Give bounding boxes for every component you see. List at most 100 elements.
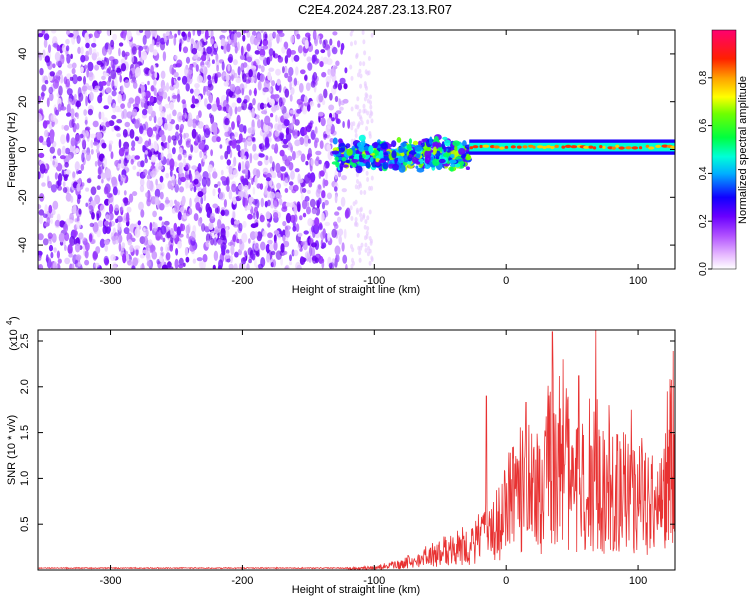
spectrogram-noise-cell xyxy=(289,254,292,262)
spectrogram-noise-cell xyxy=(86,131,90,142)
spectrogram-noise-cell xyxy=(363,190,367,195)
spectrogram-noise-cell xyxy=(338,235,343,245)
spectrogram-noise-cell xyxy=(78,208,82,215)
spectrogram-noise-cell xyxy=(299,256,306,265)
spectrogram-noise-cell xyxy=(218,259,224,269)
spectrogram-noise-cell xyxy=(181,31,186,37)
spectrogram-noise-cell xyxy=(97,220,104,227)
spectrogram-noise-cell xyxy=(290,50,296,55)
spectrogram-noise-cell xyxy=(83,109,88,116)
spectrogram-noise-cell xyxy=(274,143,279,154)
spectrogram-noise-cell xyxy=(54,172,59,180)
spectrogram-noise-cell xyxy=(361,30,365,35)
spectrogram-noise-cell xyxy=(134,136,139,142)
spectrogram-noise-cell xyxy=(151,251,158,260)
spectrogram-noise-cell xyxy=(90,186,97,196)
spectrogram-noise-cell xyxy=(228,165,233,175)
spectrogram-noise-cell xyxy=(89,222,95,228)
spectrogram-noise-cell xyxy=(111,126,115,132)
spectrogram-noise-cell xyxy=(254,50,261,55)
spectrogram-noise-cell xyxy=(231,183,237,193)
spectrogram-noise-cell xyxy=(345,263,348,269)
spectrogram-noise-cell xyxy=(343,83,348,90)
spectrogram-noise-cell xyxy=(131,108,138,117)
spectrogram-noise-cell xyxy=(332,31,338,36)
spectrogram-noise-cell xyxy=(323,88,328,99)
spectrogram-noise-cell xyxy=(174,258,179,269)
spectrogram-noise-cell xyxy=(88,47,93,56)
spectrogram-noise-cell xyxy=(135,67,141,77)
spectrogram-noise-cell xyxy=(366,177,370,182)
spectrogram-noise-cell xyxy=(326,192,332,200)
spectrogram-noise-cell xyxy=(358,68,362,74)
spectrogram-noise-cell xyxy=(308,237,314,244)
spectrogram-noise-cell xyxy=(289,202,295,208)
spectrogram-noise-cell xyxy=(245,79,251,84)
spectrogram-noise-cell xyxy=(248,197,253,207)
spectrogram-noise-cell xyxy=(108,142,112,152)
spectrogram-noise-cell xyxy=(310,80,316,88)
spectrogram-noise-cell xyxy=(115,218,119,224)
spectrogram-noise-cell xyxy=(284,188,289,193)
spectrogram-noise-cell xyxy=(193,185,197,193)
spectrogram-noise-cell xyxy=(196,40,203,52)
spectrogram-noise-cell xyxy=(318,197,322,205)
spectrogram-noise-cell xyxy=(102,157,108,168)
spectrogram-noise-cell xyxy=(231,74,234,82)
spectrogram-peak-cell xyxy=(602,145,606,149)
spectrogram-noise-cell xyxy=(366,70,370,76)
spectrogram-noise-cell xyxy=(329,112,333,119)
spectrogram-noise-cell xyxy=(311,208,318,215)
spectrogram-noise-cell xyxy=(347,119,351,129)
spectrogram-noise-cell xyxy=(262,87,269,93)
spectrogram-noise-cell xyxy=(227,63,231,72)
spectrogram-noise-cell xyxy=(61,164,66,170)
spectrogram-noise-cell xyxy=(365,93,369,99)
spectrogram-noise-cell xyxy=(273,234,277,243)
spectrogram-peak-cell xyxy=(469,146,474,150)
spectrogram-noise-cell xyxy=(90,139,94,149)
spectrogram-noise-cell xyxy=(176,226,182,236)
spectrogram-noise-cell xyxy=(123,227,130,235)
spectrogram-noise-cell xyxy=(324,199,329,206)
spectrogram-noise-cell xyxy=(350,75,354,81)
spectrogram-noise-cell xyxy=(272,31,277,38)
spectrogram-noise-cell xyxy=(191,165,198,170)
spectrogram-noise-cell xyxy=(70,137,76,147)
spectrogram-noise-cell xyxy=(340,42,345,51)
spectrogram-noise-cell xyxy=(139,30,144,33)
spectrogram-noise-cell xyxy=(326,81,330,88)
spectrogram-noise-cell xyxy=(231,139,237,149)
spectrogram-noise-cell xyxy=(129,129,135,139)
spectrogram-noise-cell xyxy=(122,108,128,119)
spectrogram-noise-cell xyxy=(208,224,214,231)
spectrogram-noise-cell xyxy=(354,199,358,205)
spectrogram-noise-cell xyxy=(224,150,229,160)
spectrogram-noise-cell xyxy=(173,36,177,46)
spectrogram-noise-cell xyxy=(312,230,316,238)
spectrogram-noise-cell xyxy=(178,147,183,156)
spectrogram-noise-cell xyxy=(214,183,218,188)
spectrogram-noise-cell xyxy=(63,124,70,131)
spectrogram-noise-cell xyxy=(45,254,49,263)
spectrogram-noise-cell xyxy=(253,206,258,213)
spectrogram-noise-cell xyxy=(167,147,171,155)
spectrogram-noise-cell xyxy=(275,162,281,174)
spectrogram-noise-cell xyxy=(304,251,310,259)
spectrogram-noise-cell xyxy=(145,192,149,198)
spectrogram-noise-cell xyxy=(288,261,293,266)
spectrogram-noise-cell xyxy=(189,197,192,208)
spectrogram-noise-cell xyxy=(69,235,76,247)
spectrogram-noise-cell xyxy=(277,124,283,132)
spectrogram-noise-cell xyxy=(41,141,48,146)
spectrogram-noise-cell xyxy=(280,243,285,253)
spectrogram-noise-cell xyxy=(360,120,364,126)
spectrogram-signal-cell xyxy=(412,140,419,146)
spectrogram-noise-cell xyxy=(42,238,49,246)
spectrogram-noise-cell xyxy=(278,97,283,107)
spectrogram-noise-cell xyxy=(186,72,192,80)
spectrogram-noise-cell xyxy=(329,138,334,143)
spectrogram-noise-cell xyxy=(235,77,242,84)
spectrogram-noise-cell xyxy=(118,42,124,47)
spectrogram-noise-cell xyxy=(370,32,374,38)
